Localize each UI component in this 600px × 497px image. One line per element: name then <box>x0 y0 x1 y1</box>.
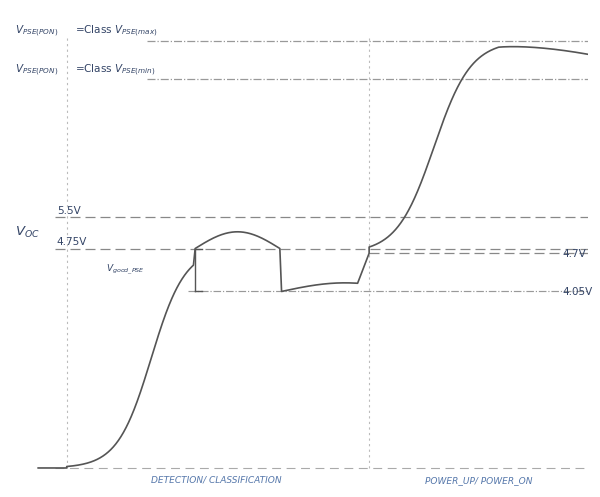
Text: $V_{PSE(PON)}$: $V_{PSE(PON)}$ <box>15 62 58 78</box>
Text: =Class $V_{PSE(max)}$: =Class $V_{PSE(max)}$ <box>76 23 158 39</box>
Text: 4.7V: 4.7V <box>562 249 586 259</box>
Text: 5.5V: 5.5V <box>57 206 80 216</box>
Text: 4.75V: 4.75V <box>57 237 88 247</box>
Text: =Class $V_{PSE(min)}$: =Class $V_{PSE(min)}$ <box>76 62 156 78</box>
Text: $V_{good\_PSE}$: $V_{good\_PSE}$ <box>106 263 145 277</box>
Text: DETECTION/ CLASSIFICATION: DETECTION/ CLASSIFICATION <box>151 476 282 485</box>
Text: $V_{OC}$: $V_{OC}$ <box>15 225 40 240</box>
Text: 4.05V: 4.05V <box>562 287 592 297</box>
Text: POWER_UP/ POWER_ON: POWER_UP/ POWER_ON <box>425 476 532 485</box>
Text: $V_{PSE(PON)}$: $V_{PSE(PON)}$ <box>15 23 58 39</box>
